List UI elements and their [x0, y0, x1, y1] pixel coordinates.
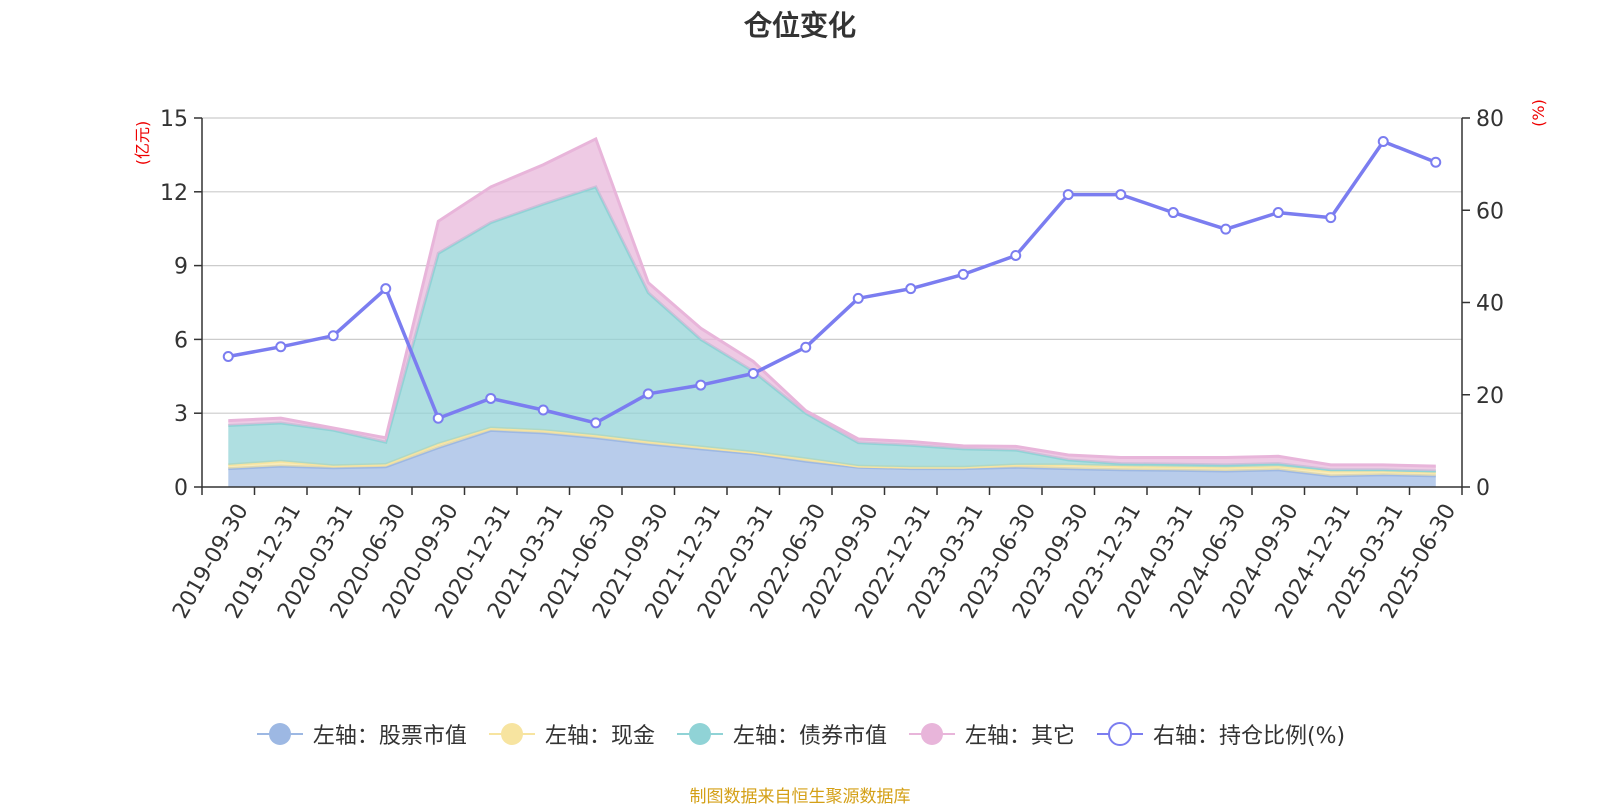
legend-label: 左轴：债券市值 — [732, 724, 887, 749]
left-tick-label: 9 — [174, 255, 188, 280]
left-tick-label: 6 — [174, 328, 188, 353]
ratio-point — [642, 388, 654, 400]
ratio-point — [590, 417, 602, 429]
ratio-point — [1010, 249, 1022, 261]
ratio-point — [695, 379, 707, 391]
ratio-point — [852, 292, 864, 304]
ratio-point — [1062, 189, 1074, 201]
left-tick-label: 3 — [174, 402, 188, 427]
area-左轴：现金 — [228, 428, 1436, 476]
left-tick-label: 0 — [174, 476, 188, 501]
legend-symbol-icon — [1096, 722, 1143, 746]
stacked-areas — [228, 136, 1436, 487]
ratio-point — [1115, 189, 1127, 201]
legend-item[interactable]: 左轴：债券市值 — [675, 718, 887, 750]
chart-title: 仓位变化 — [743, 9, 856, 42]
grid-lines — [202, 117, 1462, 414]
right-tick-label: 40 — [1476, 292, 1504, 317]
ratio-point — [1430, 156, 1442, 168]
ratio-point — [1377, 136, 1389, 148]
ratio-point — [1325, 212, 1337, 224]
legend-item[interactable]: 左轴：其它 — [907, 718, 1075, 750]
ratio-point — [537, 404, 549, 416]
ratio-point — [327, 330, 339, 342]
left-tick-label: 15 — [160, 107, 188, 132]
ratio-line — [222, 136, 1442, 429]
legend-label: 左轴：现金 — [544, 724, 655, 749]
right-tick-label: 0 — [1476, 476, 1490, 501]
area-左轴：债券市值 — [228, 186, 1436, 473]
legend-item[interactable]: 左轴：现金 — [487, 718, 655, 750]
area-edge-左轴：其它 — [228, 136, 1436, 468]
ratio-point — [905, 283, 917, 295]
ratio-point — [432, 412, 444, 424]
legend-symbol-icon — [256, 723, 303, 745]
legend-symbol-icon — [488, 723, 535, 745]
right-axis-title: (%) — [1529, 99, 1548, 127]
legend-item[interactable]: 右轴：持仓比例(%) — [1095, 718, 1345, 750]
right-tick-label: 80 — [1476, 107, 1504, 132]
legend-label: 右轴：持仓比例(%) — [1152, 724, 1346, 749]
right-tick-label: 60 — [1476, 199, 1504, 224]
left-tick-label: 12 — [160, 181, 188, 206]
axis-labels: 036912150204060802019-09-302019-12-31202… — [133, 99, 1548, 623]
ratio-point — [485, 392, 497, 404]
ratio-point — [275, 341, 287, 353]
legend-symbol-icon — [676, 723, 723, 745]
ratio-point — [1220, 223, 1232, 235]
right-tick-label: 20 — [1476, 384, 1504, 409]
axes — [194, 117, 1470, 495]
legend: 左轴：股票市值 左轴：现金 左轴：债券市值 左轴：其它 右轴：持仓比例(%) — [0, 718, 1600, 750]
ratio-point — [222, 350, 234, 362]
left-axis-title: (亿元) — [133, 121, 152, 166]
ratio-point — [1272, 207, 1284, 219]
ratio-point — [747, 368, 759, 380]
ratio-point — [1167, 207, 1179, 219]
area-左轴：股票市值 — [228, 430, 1436, 487]
ratio-point — [800, 341, 812, 353]
legend-item[interactable]: 左轴：股票市值 — [255, 718, 467, 750]
ratio-point — [957, 268, 969, 280]
source-note: 制图数据来自恒生聚源数据库 — [689, 787, 911, 807]
legend-symbol-icon — [908, 723, 955, 745]
ratio-line-path — [227, 139, 1437, 425]
ratio-point — [380, 283, 392, 295]
legend-label: 左轴：股票市值 — [312, 724, 467, 749]
legend-label: 左轴：其它 — [964, 724, 1075, 749]
